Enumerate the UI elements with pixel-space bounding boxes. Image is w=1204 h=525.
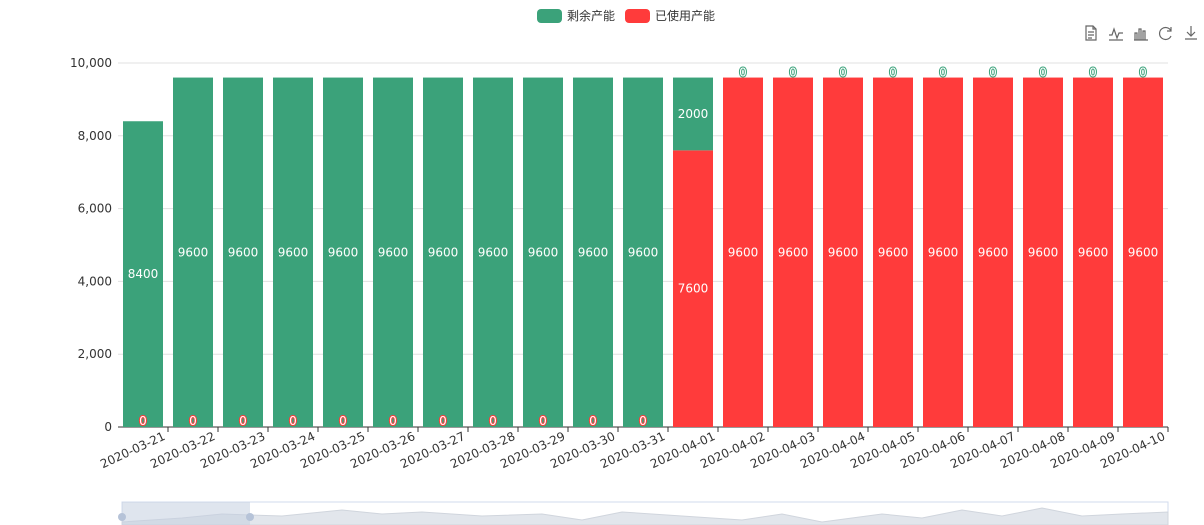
data-label-remaining: 9600 — [178, 245, 209, 259]
bar-remaining — [673, 77, 713, 151]
data-label-remaining: 0 — [839, 66, 847, 80]
bar-remaining — [523, 77, 563, 427]
datazoom-handle-right[interactable] — [246, 513, 254, 521]
bar-remaining — [373, 77, 413, 427]
bar-used — [823, 77, 863, 427]
bar-used — [1023, 77, 1063, 427]
download-icon[interactable] — [1183, 24, 1199, 42]
y-tick-label: 8,000 — [78, 129, 112, 143]
bar-used — [973, 77, 1013, 427]
bar-used — [773, 77, 813, 427]
data-label-remaining: 9600 — [478, 245, 509, 259]
bar-remaining — [223, 77, 263, 427]
legend-swatch-used — [625, 8, 651, 23]
data-label-remaining: 9600 — [278, 245, 309, 259]
bar-remaining — [623, 77, 663, 427]
data-label-used: 9600 — [928, 245, 959, 259]
data-label-used: 0 — [239, 414, 247, 428]
datazoom-shadow — [121, 507, 1169, 525]
data-label-used: 9600 — [778, 245, 809, 259]
legend-swatch-remaining — [537, 8, 562, 23]
restore-icon[interactable] — [1158, 24, 1174, 42]
bar-remaining — [423, 77, 463, 427]
data-label-remaining: 0 — [1089, 66, 1097, 80]
data-label-used: 0 — [389, 414, 397, 428]
bar-remaining — [573, 77, 613, 427]
data-label-used: 9600 — [828, 245, 859, 259]
y-tick-label: 10,000 — [70, 56, 112, 70]
data-label-used: 9600 — [728, 245, 759, 259]
data-label-remaining: 9600 — [528, 245, 559, 259]
bar-chart-icon[interactable] — [1133, 24, 1149, 42]
data-label-used: 0 — [139, 414, 147, 428]
data-label-remaining: 0 — [1139, 66, 1147, 80]
data-label-remaining: 0 — [939, 66, 947, 80]
legend-item-remaining[interactable]: 剩余产能 — [537, 7, 615, 24]
data-label-used: 0 — [339, 414, 347, 428]
data-label-remaining: 0 — [989, 66, 997, 80]
data-label-remaining: 0 — [789, 66, 797, 80]
data-label-remaining: 9600 — [578, 245, 609, 259]
bar-remaining — [123, 121, 163, 428]
data-label-used: 0 — [539, 414, 547, 428]
data-label-used: 9600 — [1078, 245, 1109, 259]
data-label-used: 0 — [189, 414, 197, 428]
bar-used — [873, 77, 913, 427]
data-label-remaining: 0 — [889, 66, 897, 80]
data-label-used: 0 — [639, 414, 647, 428]
data-label-used: 9600 — [1128, 245, 1159, 259]
datazoom-handle-left[interactable] — [118, 513, 126, 521]
data-label-remaining: 9600 — [228, 245, 259, 259]
legend-label-used: 已使用产能 — [655, 9, 716, 23]
bar-remaining — [173, 77, 213, 427]
bar-used — [923, 77, 963, 427]
bar-used — [1073, 77, 1113, 427]
legend: 剩余产能 已使用产能 — [537, 7, 715, 24]
data-label-remaining: 0 — [1039, 66, 1047, 80]
data-label-used: 9600 — [1028, 245, 1059, 259]
line-chart-icon[interactable] — [1108, 24, 1124, 42]
y-tick-label: 2,000 — [78, 347, 112, 361]
bar-used — [723, 77, 763, 427]
bar-used — [1123, 77, 1163, 427]
data-label-used: 9600 — [978, 245, 1009, 259]
bar-remaining — [273, 77, 313, 427]
data-label-remaining: 9600 — [328, 245, 359, 259]
data-label-used: 7600 — [678, 282, 709, 296]
data-label-remaining: 9600 — [378, 245, 409, 259]
y-tick-label: 4,000 — [78, 274, 112, 288]
data-label-remaining: 9600 — [428, 245, 459, 259]
legend-label-remaining: 剩余产能 — [567, 9, 616, 23]
data-label-remaining: 8400 — [128, 267, 159, 281]
y-tick-label: 0 — [104, 420, 112, 434]
toolbox — [1083, 24, 1199, 42]
y-tick-label: 6,000 — [78, 202, 112, 216]
data-view-icon[interactable] — [1083, 24, 1099, 42]
data-label-used: 0 — [289, 414, 297, 428]
bar-used — [673, 150, 713, 428]
bar-remaining — [323, 77, 363, 427]
data-label-used: 0 — [589, 414, 597, 428]
data-label-remaining: 0 — [739, 66, 747, 80]
legend-item-used[interactable]: 已使用产能 — [625, 7, 715, 24]
datazoom-window[interactable] — [122, 502, 250, 525]
data-label-used: 0 — [439, 414, 447, 428]
data-label-remaining: 9600 — [628, 245, 659, 259]
data-label-used: 9600 — [878, 245, 909, 259]
data-label-used: 0 — [489, 414, 497, 428]
data-label-remaining: 2000 — [678, 107, 709, 121]
bar-remaining — [473, 77, 513, 427]
